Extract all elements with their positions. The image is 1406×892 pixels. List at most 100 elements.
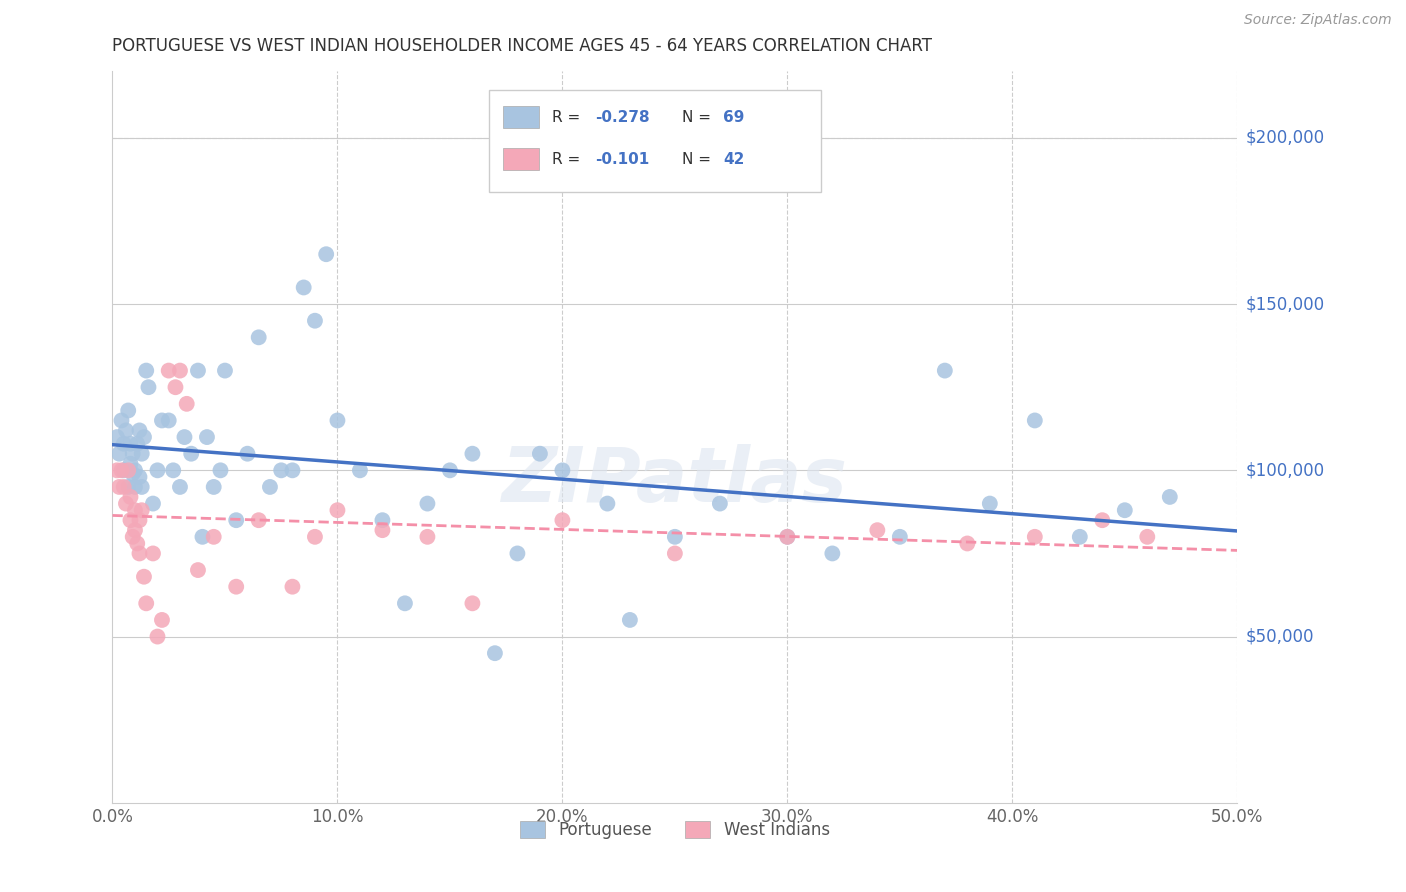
Point: [1091, 513, 1114, 527]
Point: [108, 447, 131, 461]
Text: R =: R =: [553, 152, 585, 167]
Point: [187, 563, 209, 577]
Point: [121, 447, 143, 461]
Point: [108, 480, 131, 494]
Point: [461, 447, 484, 461]
Point: [120, 436, 142, 450]
Point: [202, 530, 225, 544]
Point: [1069, 530, 1091, 544]
Point: [110, 413, 132, 427]
Point: [270, 463, 292, 477]
Text: $100,000: $100,000: [1246, 461, 1324, 479]
Point: [117, 480, 139, 494]
Point: [776, 530, 799, 544]
Point: [416, 530, 439, 544]
Point: [135, 363, 157, 377]
Point: [326, 413, 349, 427]
Legend: Portuguese, West Indians: Portuguese, West Indians: [513, 814, 837, 846]
Point: [349, 463, 371, 477]
Point: [112, 463, 135, 477]
Point: [664, 546, 686, 560]
Point: [1024, 530, 1046, 544]
Point: [551, 513, 574, 527]
Point: [1159, 490, 1181, 504]
Point: [131, 480, 153, 494]
Point: [821, 546, 844, 560]
Point: [117, 403, 139, 417]
Point: [236, 447, 259, 461]
Point: [506, 546, 529, 560]
Point: [169, 363, 191, 377]
Point: [131, 447, 153, 461]
Point: [121, 530, 143, 544]
Point: [127, 536, 149, 550]
Point: [191, 530, 214, 544]
Point: [117, 463, 139, 477]
Text: R =: R =: [553, 110, 585, 125]
Point: [128, 424, 150, 438]
Text: 69: 69: [723, 110, 745, 125]
Point: [934, 363, 956, 377]
Point: [619, 613, 641, 627]
Point: [371, 523, 394, 537]
Point: [259, 480, 281, 494]
Point: [138, 380, 160, 394]
Point: [304, 530, 326, 544]
FancyBboxPatch shape: [503, 148, 538, 170]
Text: $50,000: $50,000: [1246, 628, 1315, 646]
Point: [195, 430, 218, 444]
Point: [120, 490, 142, 504]
Point: [247, 513, 270, 527]
Point: [461, 596, 484, 610]
Point: [214, 363, 236, 377]
Point: [176, 397, 198, 411]
Point: [131, 503, 153, 517]
Point: [135, 596, 157, 610]
Point: [124, 503, 146, 517]
Point: [889, 530, 911, 544]
Point: [110, 463, 132, 477]
Point: [225, 513, 247, 527]
Text: 42: 42: [723, 152, 745, 167]
Point: [124, 480, 146, 494]
Point: [169, 480, 191, 494]
Point: [225, 580, 247, 594]
Point: [162, 463, 184, 477]
Text: -0.278: -0.278: [595, 110, 650, 125]
FancyBboxPatch shape: [489, 90, 821, 192]
Text: N =: N =: [682, 152, 716, 167]
Point: [596, 497, 619, 511]
Point: [173, 430, 195, 444]
Point: [124, 523, 146, 537]
Point: [326, 503, 349, 517]
Point: [1024, 413, 1046, 427]
Text: $200,000: $200,000: [1246, 128, 1324, 147]
Text: -0.101: -0.101: [595, 152, 650, 167]
Point: [979, 497, 1001, 511]
Point: [551, 463, 574, 477]
Point: [146, 630, 169, 644]
Point: [150, 413, 173, 427]
Point: [124, 463, 146, 477]
Point: [484, 646, 506, 660]
Point: [209, 463, 232, 477]
Point: [115, 497, 138, 511]
Point: [128, 546, 150, 560]
Point: [132, 430, 155, 444]
Point: [187, 363, 209, 377]
Text: PORTUGUESE VS WEST INDIAN HOUSEHOLDER INCOME AGES 45 - 64 YEARS CORRELATION CHAR: PORTUGUESE VS WEST INDIAN HOUSEHOLDER IN…: [112, 37, 932, 54]
Point: [664, 530, 686, 544]
Point: [292, 280, 315, 294]
Point: [371, 513, 394, 527]
Text: Source: ZipAtlas.com: Source: ZipAtlas.com: [1244, 13, 1392, 28]
Point: [128, 470, 150, 484]
Point: [180, 447, 202, 461]
Point: [112, 480, 135, 494]
Point: [142, 546, 165, 560]
Point: [120, 513, 142, 527]
Point: [709, 497, 731, 511]
Point: [529, 447, 551, 461]
Point: [165, 380, 187, 394]
Point: [115, 424, 138, 438]
Text: $150,000: $150,000: [1246, 295, 1324, 313]
